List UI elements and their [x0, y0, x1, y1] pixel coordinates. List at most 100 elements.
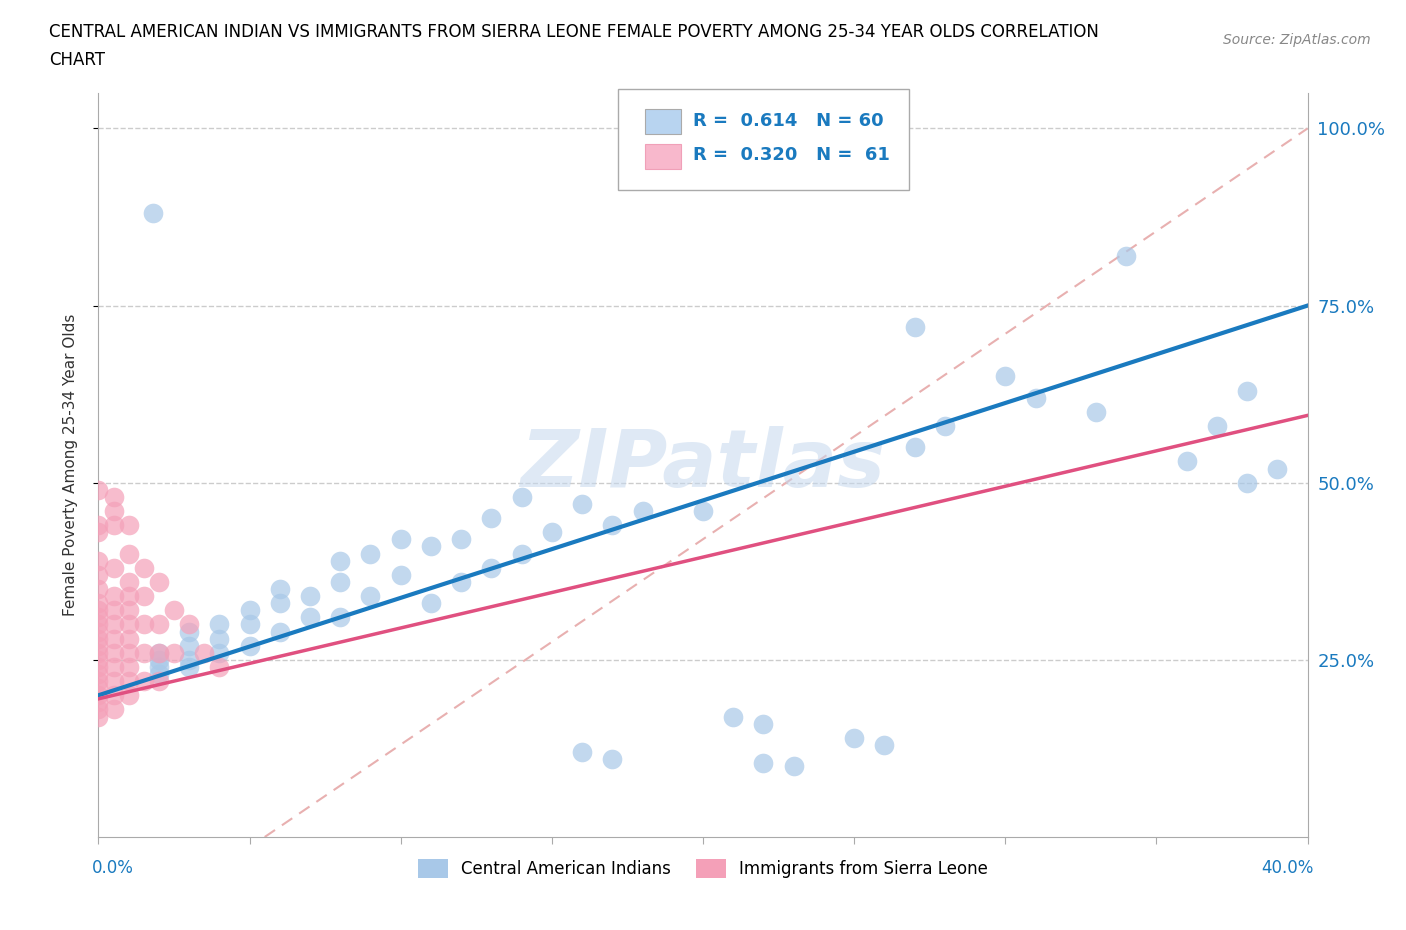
Text: 0.0%: 0.0%	[93, 859, 134, 877]
Point	[118, 688, 141, 703]
Point	[132, 673, 155, 688]
Point	[87, 702, 110, 717]
Point	[193, 645, 215, 660]
Point	[103, 603, 125, 618]
Point	[389, 532, 412, 547]
Point	[1175, 454, 1198, 469]
Point	[148, 673, 170, 688]
Point	[87, 659, 110, 674]
Point	[269, 596, 291, 611]
Point	[1236, 383, 1258, 398]
Point	[87, 624, 110, 639]
Point	[87, 567, 110, 582]
Point	[783, 759, 806, 774]
Point	[299, 610, 322, 625]
Point	[571, 497, 593, 512]
Point	[148, 659, 170, 674]
Point	[540, 525, 562, 539]
Point	[87, 667, 110, 682]
Bar	[645, 144, 682, 169]
Bar	[645, 110, 682, 134]
Text: Source: ZipAtlas.com: Source: ZipAtlas.com	[1223, 33, 1371, 46]
Point	[208, 617, 231, 631]
Point	[1206, 418, 1229, 433]
Point	[87, 610, 110, 625]
Point	[510, 546, 533, 561]
Point	[103, 489, 125, 504]
Text: CHART: CHART	[49, 51, 105, 69]
Point	[873, 737, 896, 752]
Point	[1267, 461, 1289, 476]
Point	[179, 617, 201, 631]
Point	[132, 645, 155, 660]
Point	[481, 560, 503, 575]
Point	[631, 504, 654, 519]
Point	[163, 645, 186, 660]
Point	[118, 617, 141, 631]
Point	[239, 603, 262, 618]
Point	[132, 560, 155, 575]
Point	[450, 532, 472, 547]
FancyBboxPatch shape	[619, 89, 908, 190]
Point	[239, 638, 262, 653]
Point	[450, 575, 472, 590]
Point	[87, 596, 110, 611]
Point	[118, 603, 141, 618]
Point	[723, 709, 745, 724]
Point	[239, 617, 262, 631]
Point	[420, 596, 443, 611]
Point	[148, 645, 170, 660]
Point	[148, 575, 170, 590]
Y-axis label: Female Poverty Among 25-34 Year Olds: Female Poverty Among 25-34 Year Olds	[63, 313, 77, 617]
Point	[299, 589, 322, 604]
Point	[118, 645, 141, 660]
Point	[103, 702, 125, 717]
Point	[148, 645, 170, 660]
Point	[994, 369, 1017, 384]
Point	[148, 653, 170, 668]
Point	[1024, 391, 1046, 405]
Point	[571, 745, 593, 760]
Point	[142, 206, 165, 221]
Point	[103, 631, 125, 646]
Point	[360, 546, 382, 561]
Legend: Central American Indians, Immigrants from Sierra Leone: Central American Indians, Immigrants fro…	[411, 852, 995, 884]
Point	[1236, 475, 1258, 490]
Point	[118, 589, 141, 604]
Point	[602, 751, 624, 766]
Point	[87, 525, 110, 539]
Point	[934, 418, 956, 433]
Point	[87, 603, 110, 618]
Point	[329, 575, 352, 590]
Point	[87, 681, 110, 696]
Point	[103, 518, 125, 533]
Point	[420, 539, 443, 554]
Point	[389, 567, 412, 582]
Point	[208, 631, 231, 646]
Point	[269, 581, 291, 596]
Point	[1115, 248, 1137, 263]
Point	[179, 653, 201, 668]
Text: R =  0.320   N =  61: R = 0.320 N = 61	[693, 147, 890, 165]
Point	[87, 581, 110, 596]
Point	[103, 504, 125, 519]
Point	[692, 504, 714, 519]
Text: 40.0%: 40.0%	[1261, 859, 1313, 877]
Point	[87, 688, 110, 703]
Point	[329, 610, 352, 625]
Text: R =  0.614   N = 60: R = 0.614 N = 60	[693, 112, 884, 129]
Point	[208, 659, 231, 674]
Point	[118, 575, 141, 590]
Point	[1085, 405, 1108, 419]
Point	[904, 319, 927, 334]
Point	[87, 709, 110, 724]
Point	[103, 659, 125, 674]
Point	[752, 755, 775, 770]
Point	[481, 511, 503, 525]
Point	[87, 645, 110, 660]
Point	[148, 617, 170, 631]
Point	[360, 589, 382, 604]
Point	[752, 716, 775, 731]
Point	[510, 489, 533, 504]
Point	[87, 483, 110, 498]
